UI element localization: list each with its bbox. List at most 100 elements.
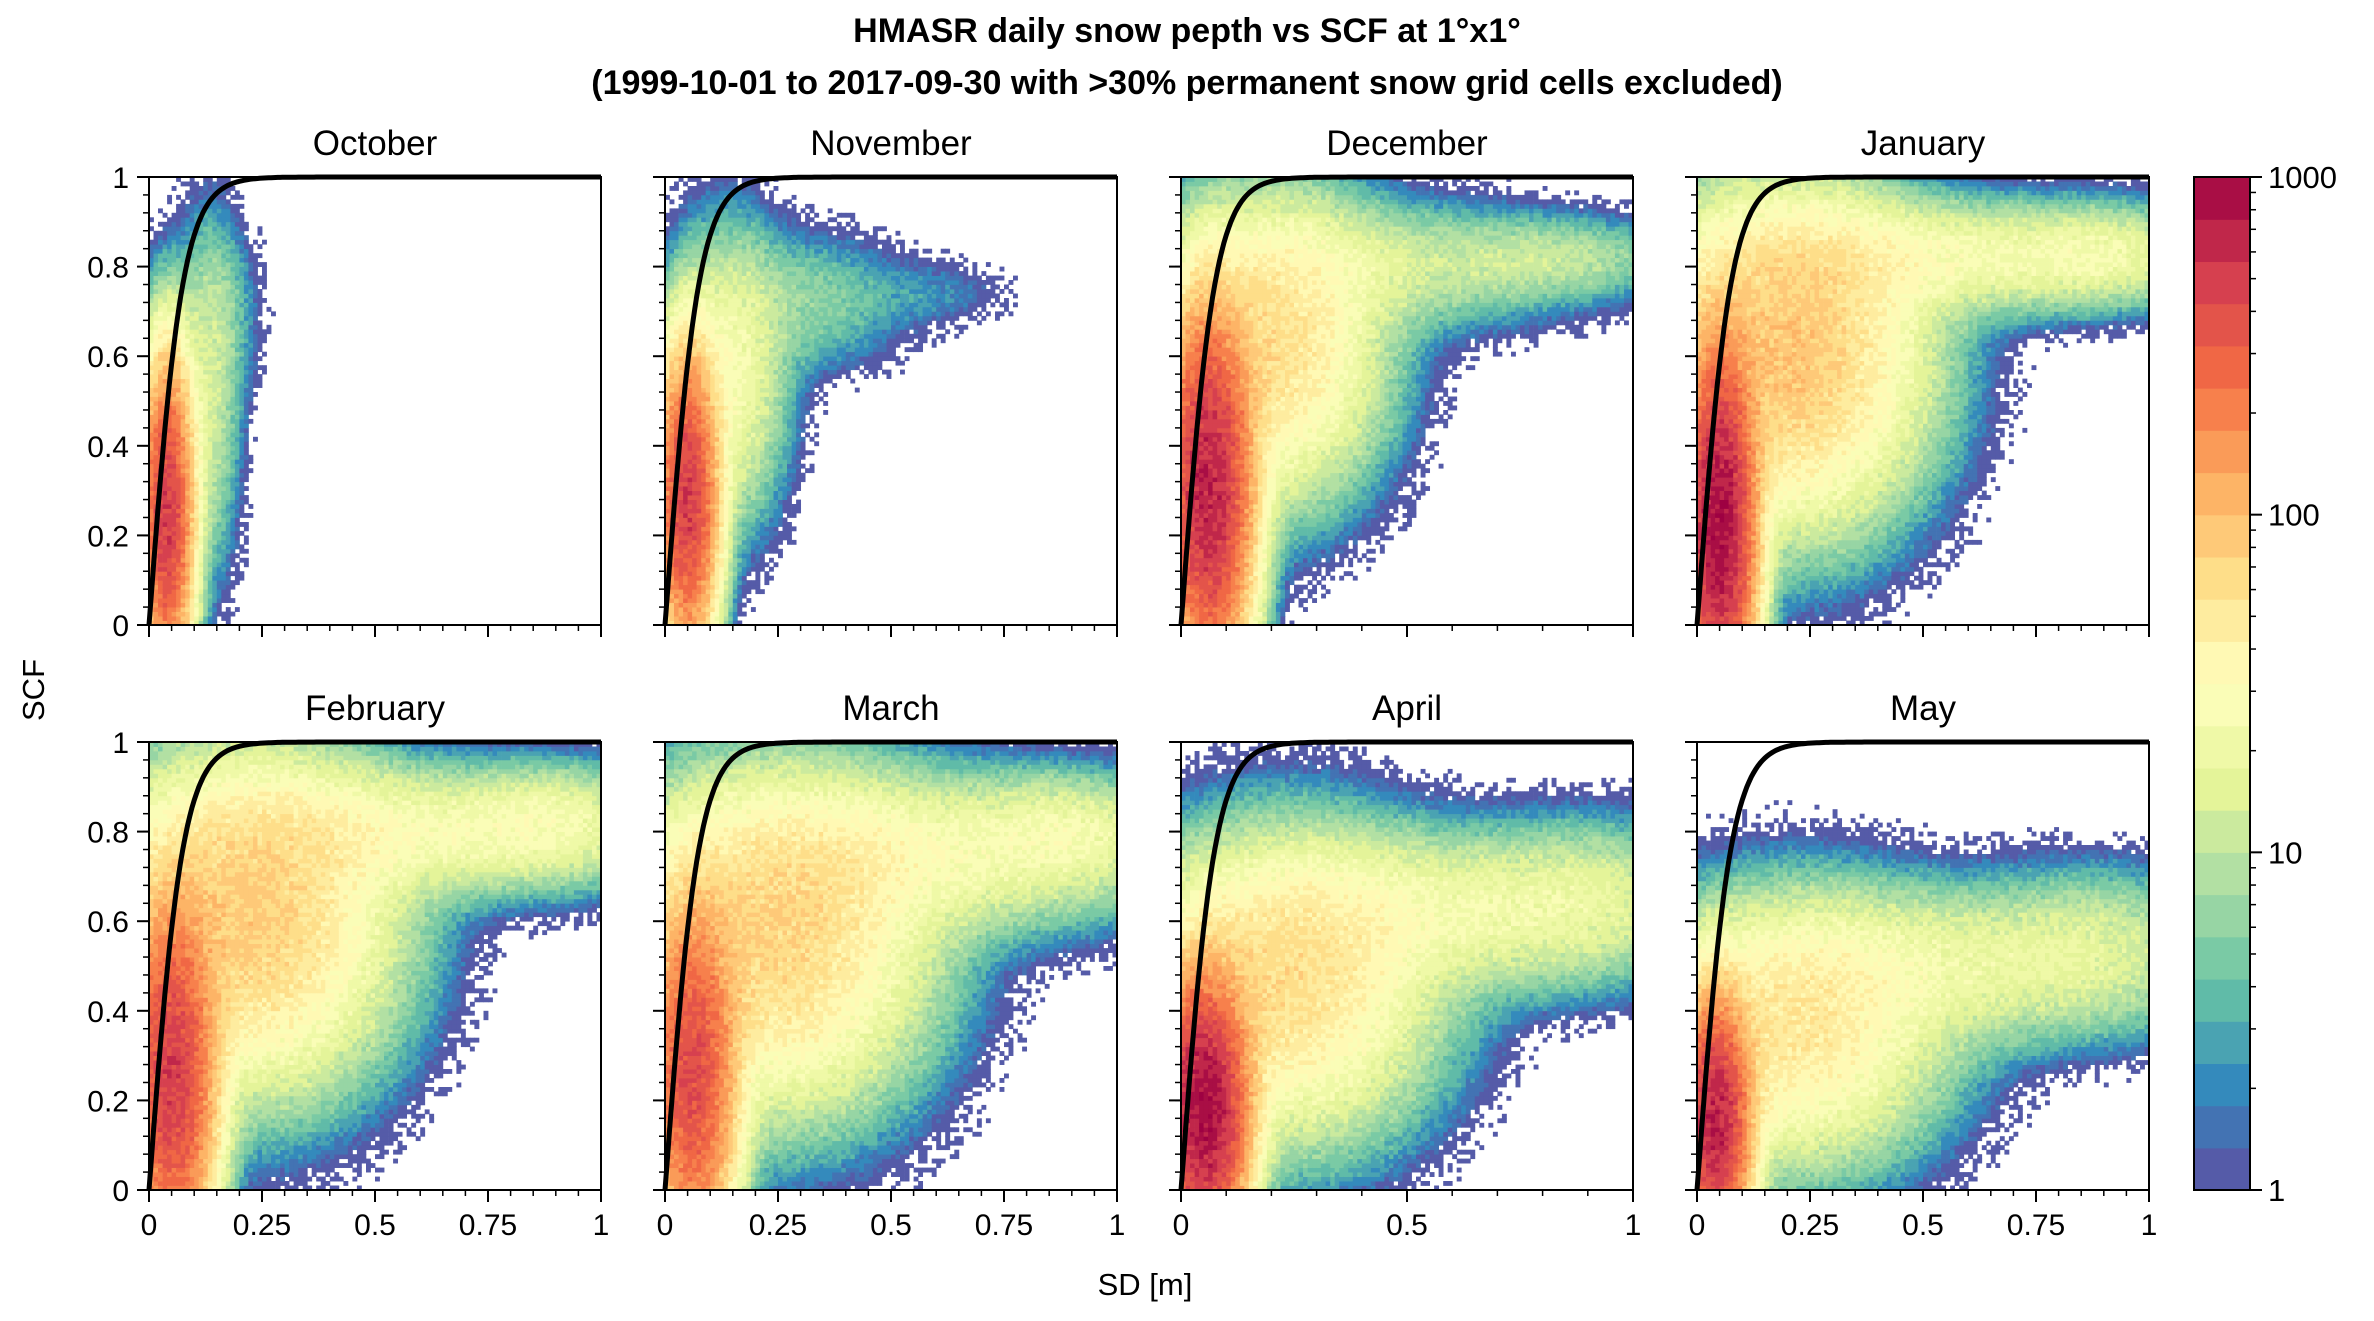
heatmap-cell xyxy=(217,217,222,222)
heatmap-cell xyxy=(185,222,190,227)
heatmap-cell xyxy=(688,190,693,195)
heatmap-cell xyxy=(230,370,235,375)
heatmap-cell xyxy=(253,343,258,348)
heatmap-cell xyxy=(172,392,177,397)
heatmap-cell xyxy=(674,383,679,388)
heatmap-cell xyxy=(221,585,226,590)
heatmap-cell xyxy=(199,603,204,608)
heatmap-cell xyxy=(163,477,168,482)
heatmap-cell xyxy=(679,298,684,303)
heatmap-cell xyxy=(674,307,679,312)
heatmap-cell xyxy=(706,535,711,540)
heatmap-cell xyxy=(706,567,711,572)
heatmap-cell xyxy=(230,186,235,191)
heatmap-cell xyxy=(172,186,177,191)
heatmap-cell xyxy=(701,594,706,599)
heatmap-cell xyxy=(226,419,231,424)
heatmap-cell xyxy=(226,504,231,509)
heatmap-cell xyxy=(176,379,181,384)
heatmap-cell xyxy=(679,589,684,594)
heatmap-cell xyxy=(239,455,244,460)
heatmap-cell xyxy=(203,553,208,558)
heatmap-cell xyxy=(235,190,240,195)
heatmap-cell xyxy=(267,329,272,334)
heatmap-cell xyxy=(679,325,684,330)
heatmap-cell xyxy=(706,585,711,590)
heatmap-cell xyxy=(194,594,199,599)
heatmap-cell xyxy=(244,397,249,402)
heatmap-cell xyxy=(221,571,226,576)
heatmap-cell xyxy=(190,392,195,397)
heatmap-cell xyxy=(683,432,688,437)
heatmap-cell xyxy=(221,464,226,469)
heatmap-cell xyxy=(683,603,688,608)
heatmap-cell xyxy=(674,347,679,352)
heatmap-cell xyxy=(185,204,190,209)
heatmap-cell xyxy=(217,276,222,281)
heatmap-cell xyxy=(230,347,235,352)
heatmap-cell xyxy=(190,446,195,451)
heatmap-cell xyxy=(212,562,217,567)
heatmap-cell xyxy=(697,598,702,603)
heatmap-cell xyxy=(679,352,684,357)
heatmap-cell xyxy=(248,253,253,258)
heatmap-cell xyxy=(701,464,706,469)
heatmap-cell xyxy=(163,540,168,545)
heatmap-cell xyxy=(697,495,702,500)
heatmap-cell xyxy=(683,271,688,276)
heatmap-cell xyxy=(158,544,163,549)
heatmap-cell xyxy=(158,325,163,330)
figure-ylabel: SCF xyxy=(16,659,51,721)
heatmap-cell xyxy=(244,486,249,491)
heatmap-cell xyxy=(230,612,235,617)
heatmap-cell xyxy=(226,468,231,473)
heatmap-cell xyxy=(244,459,249,464)
heatmap-cell xyxy=(706,576,711,581)
heatmap-cell xyxy=(692,535,697,540)
heatmap-cell xyxy=(692,585,697,590)
heatmap-cell xyxy=(217,208,222,213)
heatmap-cell xyxy=(203,365,208,370)
heatmap-cell xyxy=(199,580,204,585)
heatmap-cell xyxy=(158,302,163,307)
heatmap-cell xyxy=(688,226,693,231)
heatmap-cell xyxy=(683,190,688,195)
heatmap-cell xyxy=(181,392,186,397)
heatmap-cell xyxy=(172,414,177,419)
heatmap-cell xyxy=(701,455,706,460)
heatmap-cell xyxy=(226,217,231,222)
heatmap-cell xyxy=(230,379,235,384)
heatmap-cell xyxy=(679,535,684,540)
heatmap-cell xyxy=(181,607,186,612)
heatmap-cell xyxy=(697,186,702,191)
heatmap-cell xyxy=(217,410,222,415)
heatmap-cell xyxy=(706,558,711,563)
heatmap-cell xyxy=(701,526,706,531)
heatmap-cell xyxy=(172,226,177,231)
heatmap-cell xyxy=(674,365,679,370)
heatmap-cell xyxy=(230,343,235,348)
heatmap-cell xyxy=(258,307,263,312)
heatmap-cell xyxy=(190,289,195,294)
heatmap-cell xyxy=(230,562,235,567)
heatmap-cell xyxy=(185,401,190,406)
heatmap-cell xyxy=(688,526,693,531)
heatmap-cell xyxy=(683,486,688,491)
heatmap-cell xyxy=(167,549,172,554)
heatmap-cell xyxy=(172,576,177,581)
heatmap-cell xyxy=(226,482,231,487)
heatmap-cell xyxy=(176,486,181,491)
heatmap-cell xyxy=(674,244,679,249)
heatmap-cell xyxy=(172,271,177,276)
heatmap-cell xyxy=(163,320,168,325)
heatmap-cell xyxy=(230,338,235,343)
heatmap-cell xyxy=(190,271,195,276)
heatmap-cell xyxy=(235,325,240,330)
heatmap-cell xyxy=(226,432,231,437)
heatmap-cell xyxy=(199,249,204,254)
heatmap-cell xyxy=(208,553,213,558)
heatmap-cell xyxy=(212,262,217,267)
heatmap-cell xyxy=(710,549,715,554)
heatmap-cell xyxy=(710,414,715,419)
heatmap-cell xyxy=(181,249,186,254)
